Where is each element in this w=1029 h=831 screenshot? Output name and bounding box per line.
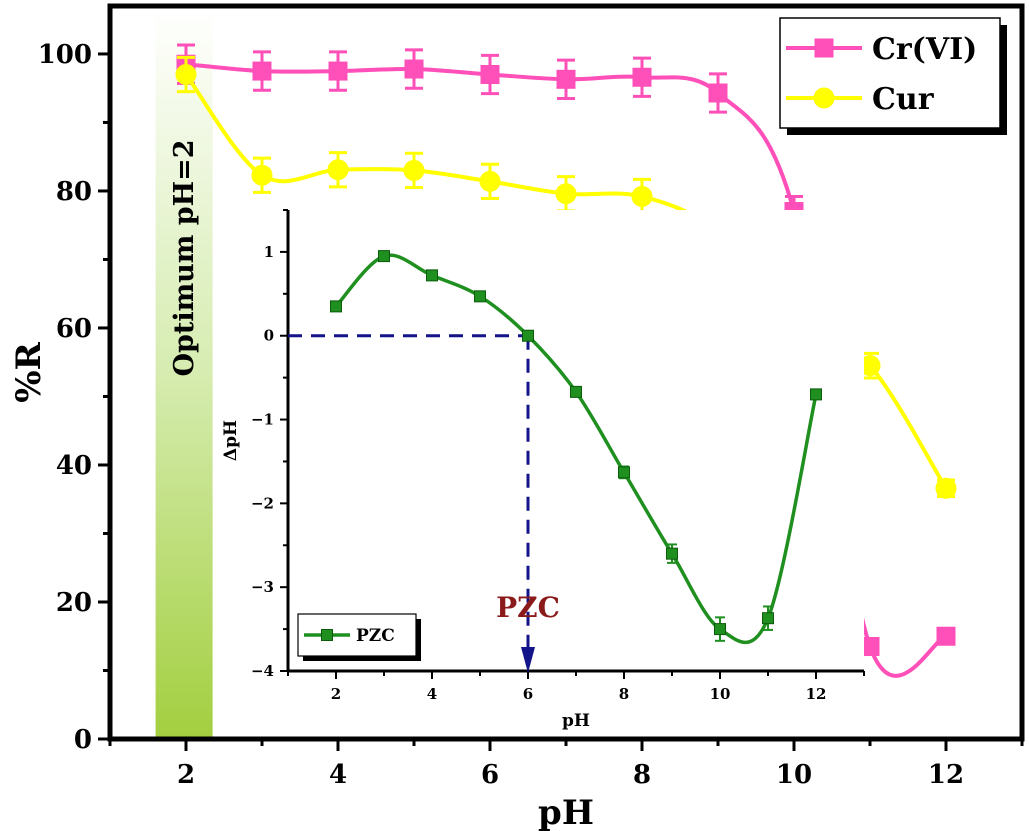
data-point xyxy=(404,59,424,79)
inset-x-tick-label: 6 xyxy=(523,685,533,703)
inset-x-tick-label: 4 xyxy=(427,685,437,703)
data-point xyxy=(403,159,425,181)
main-y-axis: 0 20 40 60 80 100 xyxy=(38,40,110,755)
data-point xyxy=(330,300,342,313)
inset-x-tick-label: 12 xyxy=(806,685,827,703)
legend-label: Cr(VI) xyxy=(872,32,977,67)
data-point xyxy=(708,83,728,103)
inset-y-tick-label: 1 xyxy=(264,243,274,261)
legend-entry: Cur xyxy=(786,82,935,117)
inset-legend-entries: PZC xyxy=(304,626,395,646)
data-point xyxy=(632,67,652,87)
legend-entry: Cr(VI) xyxy=(786,32,977,67)
main-legend-entries: Cr(VI) Cur xyxy=(786,32,977,117)
data-point xyxy=(666,547,678,560)
pzc-annotation: PZC xyxy=(496,591,560,624)
data-point xyxy=(522,329,534,342)
inset-y-tick-label: 0 xyxy=(264,327,274,345)
main-x-tick-label: 2 xyxy=(177,760,195,790)
data-point xyxy=(327,159,349,181)
main-x-tick-label: 12 xyxy=(928,760,964,790)
main-y-tick-label: 60 xyxy=(56,314,92,344)
optimum-ph-label: Optimum pH=2 xyxy=(169,139,200,376)
series-cr-vi- xyxy=(176,43,956,678)
main-y-tick-label: 20 xyxy=(56,588,92,618)
data-point xyxy=(714,623,726,636)
pzc-guide xyxy=(288,334,535,673)
inset-chart: 2 4 6 8 10 12 −4 −3 −2 −1 0 1 pH ΔpH PZC PZC xyxy=(221,209,865,731)
main-x-axis: 2 4 6 8 10 12 xyxy=(108,739,1024,790)
main-x-tick-label: 4 xyxy=(329,760,347,790)
data-point xyxy=(935,477,957,499)
inset-x-tick-label: 2 xyxy=(331,685,341,703)
data-point xyxy=(556,69,576,89)
data-point xyxy=(555,183,577,205)
inset-x-tick-label: 8 xyxy=(619,685,629,703)
data-point xyxy=(479,170,501,192)
data-point xyxy=(328,61,348,81)
legend-marker xyxy=(814,38,834,58)
optimum-ph-band xyxy=(155,6,213,739)
data-point xyxy=(570,385,582,398)
inset-x-axis: 2 4 6 8 10 12 xyxy=(287,671,865,703)
inset-series-layer xyxy=(330,250,822,645)
data-point xyxy=(175,64,197,86)
data-point xyxy=(762,612,774,625)
legend-label: PZC xyxy=(356,626,395,646)
series-pzc xyxy=(330,250,822,645)
main-x-tick-label: 10 xyxy=(776,760,812,790)
data-point xyxy=(251,164,273,186)
main-x-tick-label: 6 xyxy=(481,760,499,790)
legend-entry: PZC xyxy=(304,626,395,646)
data-point xyxy=(378,250,390,263)
main-x-axis-label: pH xyxy=(538,793,594,831)
inset-x-axis-label: pH xyxy=(562,711,590,731)
data-point xyxy=(426,269,438,282)
data-point xyxy=(618,466,630,479)
inset-y-axis: −4 −3 −2 −1 0 1 xyxy=(251,209,288,680)
inset-legend: PZC xyxy=(297,613,421,661)
legend-label: Cur xyxy=(872,82,935,117)
legend-marker xyxy=(813,87,835,109)
inset-background xyxy=(288,210,864,671)
data-point xyxy=(480,65,500,85)
data-point xyxy=(936,626,956,646)
inset-y-tick-label: −3 xyxy=(251,578,274,596)
main-y-tick-label: 100 xyxy=(38,40,92,70)
inset-y-tick-label: −2 xyxy=(251,494,274,512)
main-x-tick-label: 8 xyxy=(633,760,651,790)
main-y-tick-label: 0 xyxy=(74,725,92,755)
main-y-axis-label: %R xyxy=(9,341,49,402)
inset-x-tick-label: 10 xyxy=(710,685,731,703)
data-point xyxy=(631,185,653,207)
inset-y-axis-label: ΔpH xyxy=(221,420,241,461)
main-y-tick-label: 80 xyxy=(56,177,92,207)
data-point xyxy=(252,61,272,81)
data-point xyxy=(810,388,822,401)
pzc-arrow-head xyxy=(521,647,535,673)
data-point xyxy=(474,290,486,303)
main-legend-box xyxy=(779,17,1001,129)
legend-marker xyxy=(321,629,333,641)
main-legend: Cr(VI) Cur xyxy=(779,17,1007,135)
main-y-tick-label: 40 xyxy=(56,451,92,481)
inset-y-tick-label: −1 xyxy=(251,411,274,429)
inset-y-tick-label: −4 xyxy=(251,662,274,680)
